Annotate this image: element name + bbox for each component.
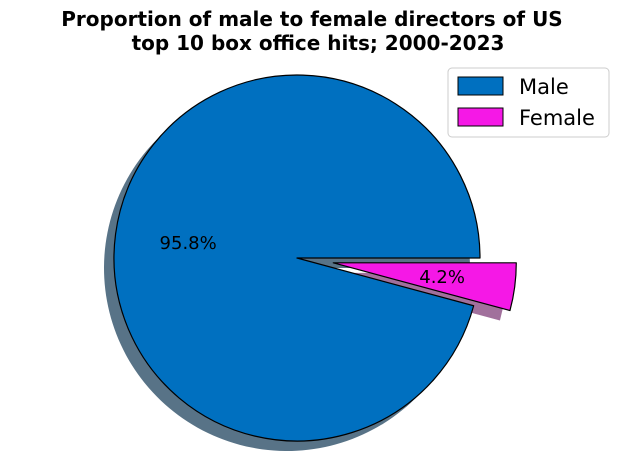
legend-swatch-female <box>457 107 504 127</box>
slice-labels: 95.8% 4.2% <box>160 233 465 288</box>
chart-title-line-1: Proportion of male to female directors o… <box>61 7 562 31</box>
slice-female <box>332 262 517 312</box>
chart-title-line-2: top 10 box office hits; 2000-2023 <box>132 31 505 55</box>
slice-male <box>113 74 481 442</box>
legend-label-female: Female <box>519 106 595 130</box>
legend-label-male: Male <box>519 75 569 99</box>
legend: Male Female <box>447 67 610 138</box>
slices <box>113 74 517 442</box>
slice-label-female: 4.2% <box>419 267 465 288</box>
legend-swatch-male <box>457 76 504 96</box>
slice-label-male: 95.8% <box>160 233 217 254</box>
